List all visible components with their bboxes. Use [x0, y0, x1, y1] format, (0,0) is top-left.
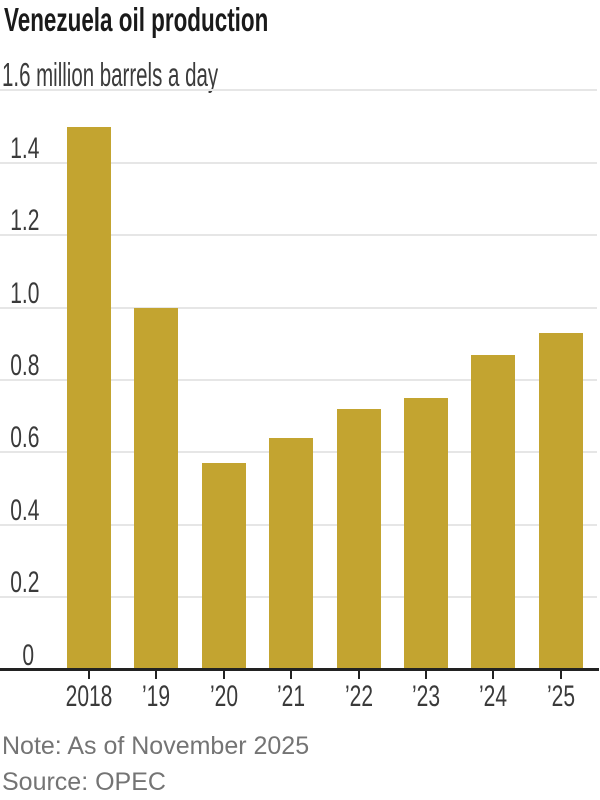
- plot-area: 0 0.2 0.4 0.6 0.8 1.0 1.2 1.4 2018 ’19 ’20 ’21 ’22 ’2…: [0, 89, 600, 713]
- bar-24: [471, 354, 516, 670]
- y-axis-tick-label: 0.2: [10, 566, 40, 600]
- x-axis-tick: [425, 671, 427, 679]
- x-axis-baseline: [0, 668, 599, 671]
- x-axis-tick: [492, 671, 495, 679]
- y-axis-tick-label: 0.4: [10, 493, 40, 527]
- x-axis-label-21: ’21: [277, 680, 306, 713]
- x-axis-tick: [222, 671, 225, 679]
- bar-2018: [67, 126, 111, 670]
- x-axis-label-2018: 2018: [65, 680, 113, 713]
- x-axis-label-25: ’25: [546, 680, 575, 713]
- gridline-y-1.4: [0, 161, 597, 164]
- bar-25: [538, 332, 583, 670]
- y-axis-unit-label: 1.6 million barrels a day: [2, 56, 219, 93]
- x-axis-tick: [155, 671, 158, 679]
- gridline-y-1.6: [0, 89, 597, 92]
- x-axis-tick: [290, 671, 293, 679]
- x-axis-tick: [88, 671, 90, 679]
- gridline-y-1.0: [0, 306, 597, 309]
- gridline-y-0.8: [0, 378, 597, 381]
- x-axis-label-22: ’22: [344, 680, 373, 713]
- bar-19: [134, 307, 179, 670]
- bar-23: [404, 398, 448, 670]
- gridline-y-1.2: [0, 234, 597, 237]
- bar-20: [201, 463, 246, 670]
- y-axis-tick-label: 0.6: [10, 421, 40, 455]
- x-axis-label-20: ’20: [209, 680, 238, 713]
- bar-22: [336, 408, 381, 670]
- bar-21: [269, 437, 314, 670]
- chart-source: Source: OPEC: [2, 768, 166, 796]
- chart-note: Note: As of November 2025: [2, 732, 310, 760]
- x-axis-label-24: ’24: [479, 680, 508, 713]
- chart-title: Venezuela oil production: [4, 1, 269, 38]
- x-axis-label-19: ’19: [142, 680, 171, 713]
- x-axis-label-23: ’23: [411, 680, 441, 713]
- y-axis-tick-label: 1.0: [10, 276, 40, 310]
- y-axis-tick-label: 1.2: [10, 204, 40, 238]
- chart-footer: Note: As of November 2025 Source: OPEC: [2, 728, 309, 800]
- y-axis-tick-label: 1.4: [10, 131, 40, 165]
- y-axis-tick-label: 0.8: [10, 348, 40, 382]
- y-axis-tick-label: 0: [22, 638, 34, 672]
- x-axis-tick: [357, 671, 360, 679]
- x-axis-tick: [559, 671, 562, 679]
